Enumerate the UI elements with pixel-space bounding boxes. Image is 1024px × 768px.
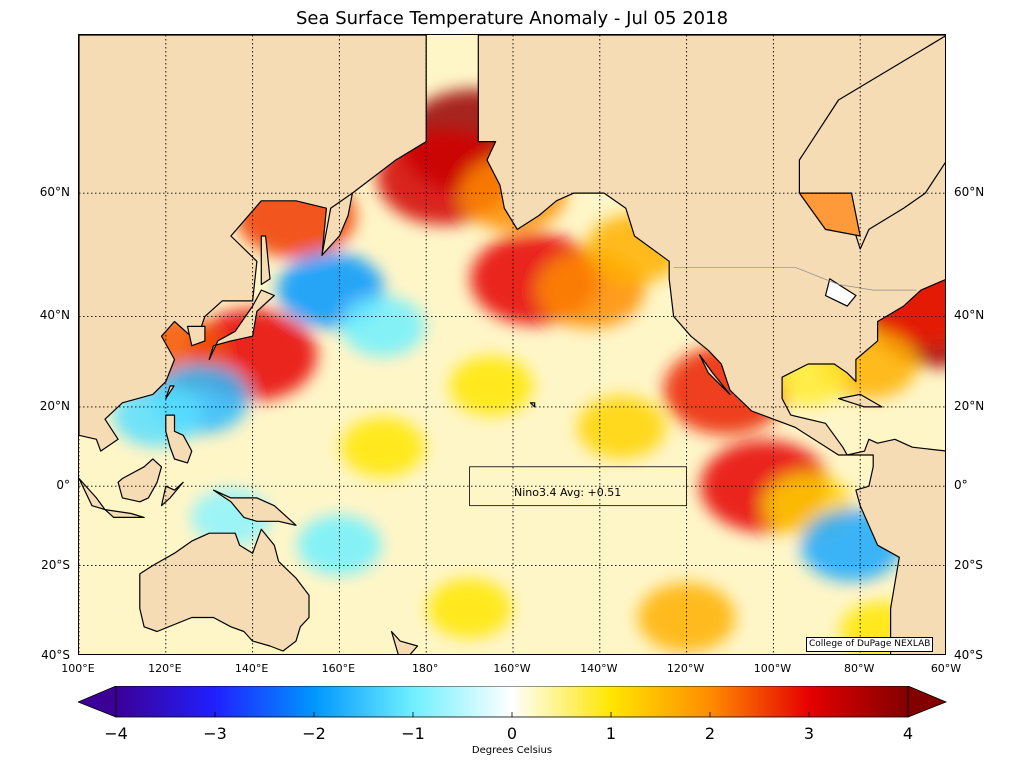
lat-label-right: 40°N [954, 308, 985, 323]
land-kamchatka-tip [321, 192, 353, 256]
lat-label-left: 20°N [39, 398, 70, 413]
colorbar-tick-label: 3 [803, 724, 815, 743]
land-hawaii [529, 402, 536, 408]
land-new-guinea [212, 489, 297, 526]
anomaly-patch [427, 578, 512, 639]
colorbar-tick-label: −2 [302, 724, 326, 743]
anomaly-patch [297, 515, 382, 576]
colorbar-ticks [115, 712, 909, 717]
lat-label-right: 60°N [954, 185, 985, 200]
sst-anomaly-map[interactable] [78, 34, 946, 655]
anomaly-patch [449, 355, 534, 416]
lat-label-right: 0° [954, 478, 968, 493]
land-borneo [117, 458, 163, 503]
land-sulawesi [160, 481, 184, 507]
lon-label: 120°W [666, 662, 705, 675]
nino34-label: Nino3.4 Avg: +0.51 [514, 486, 622, 499]
colorbar-tick-label: −3 [203, 724, 227, 743]
lon-label: 100°W [753, 662, 792, 675]
land-new-zealand [390, 630, 419, 654]
credit-label: College of DuPage NEXLAB [806, 637, 934, 652]
colorbar-tick-label: −1 [401, 724, 425, 743]
map-title: Sea Surface Temperature Anomaly - Jul 05… [295, 8, 729, 29]
colorbar-extend-high [907, 686, 948, 718]
land-australia [139, 528, 310, 652]
colorbar-tick-label: −4 [104, 724, 128, 743]
land-baja [698, 354, 731, 395]
land-sumatra [79, 477, 106, 511]
map-canvas [79, 35, 945, 654]
lon-label: 160°W [493, 662, 531, 675]
lon-label: 140°E [234, 662, 269, 675]
lat-label-left: 0° [56, 478, 70, 493]
lat-label-right: 40°S [954, 648, 983, 662]
anomaly-patch [637, 582, 736, 653]
great-lakes [824, 277, 857, 307]
lon-label: 60°W [930, 662, 962, 675]
lat-label-right: 20°S [954, 557, 983, 572]
lat-label-left: 40°N [39, 308, 70, 323]
land-cuba [837, 393, 883, 408]
colorbar-tick-label: 0 [506, 724, 518, 743]
land-korea [186, 325, 206, 347]
colorbar-tick-label: 4 [902, 724, 914, 743]
graticule [79, 35, 945, 654]
land-java [104, 509, 145, 518]
land-taiwan [165, 385, 175, 400]
colorbar-extend-low [78, 686, 117, 718]
land-philippines [165, 414, 193, 464]
lat-label-left: 60°N [39, 185, 70, 200]
land-japan [208, 289, 275, 361]
lon-label: 140°W [580, 662, 618, 675]
anomaly-patch [340, 296, 425, 357]
lon-label: 80°W [844, 662, 875, 675]
lon-label: 160°E [321, 662, 356, 675]
lat-label-left: 40°S [41, 648, 70, 662]
anomaly-patch [340, 417, 425, 478]
colorbar [78, 686, 948, 718]
lat-label-right: 20°N [954, 398, 985, 413]
anomaly-patch [577, 395, 666, 459]
us-canada-border [673, 266, 917, 291]
colorbar-label: Degrees Celsius [471, 745, 553, 756]
land-alaska-north-america [477, 35, 945, 654]
lat-label-left: 20°S [41, 557, 70, 572]
nino34-box [469, 466, 688, 507]
lon-label: 120°E [148, 662, 182, 675]
colorbar-tick-label: 2 [704, 724, 716, 743]
lon-label: 100°E [61, 662, 95, 675]
colorbar-tick-label: 1 [605, 724, 617, 743]
land-sakhalin [260, 235, 271, 286]
lon-label: 180° [411, 662, 439, 675]
